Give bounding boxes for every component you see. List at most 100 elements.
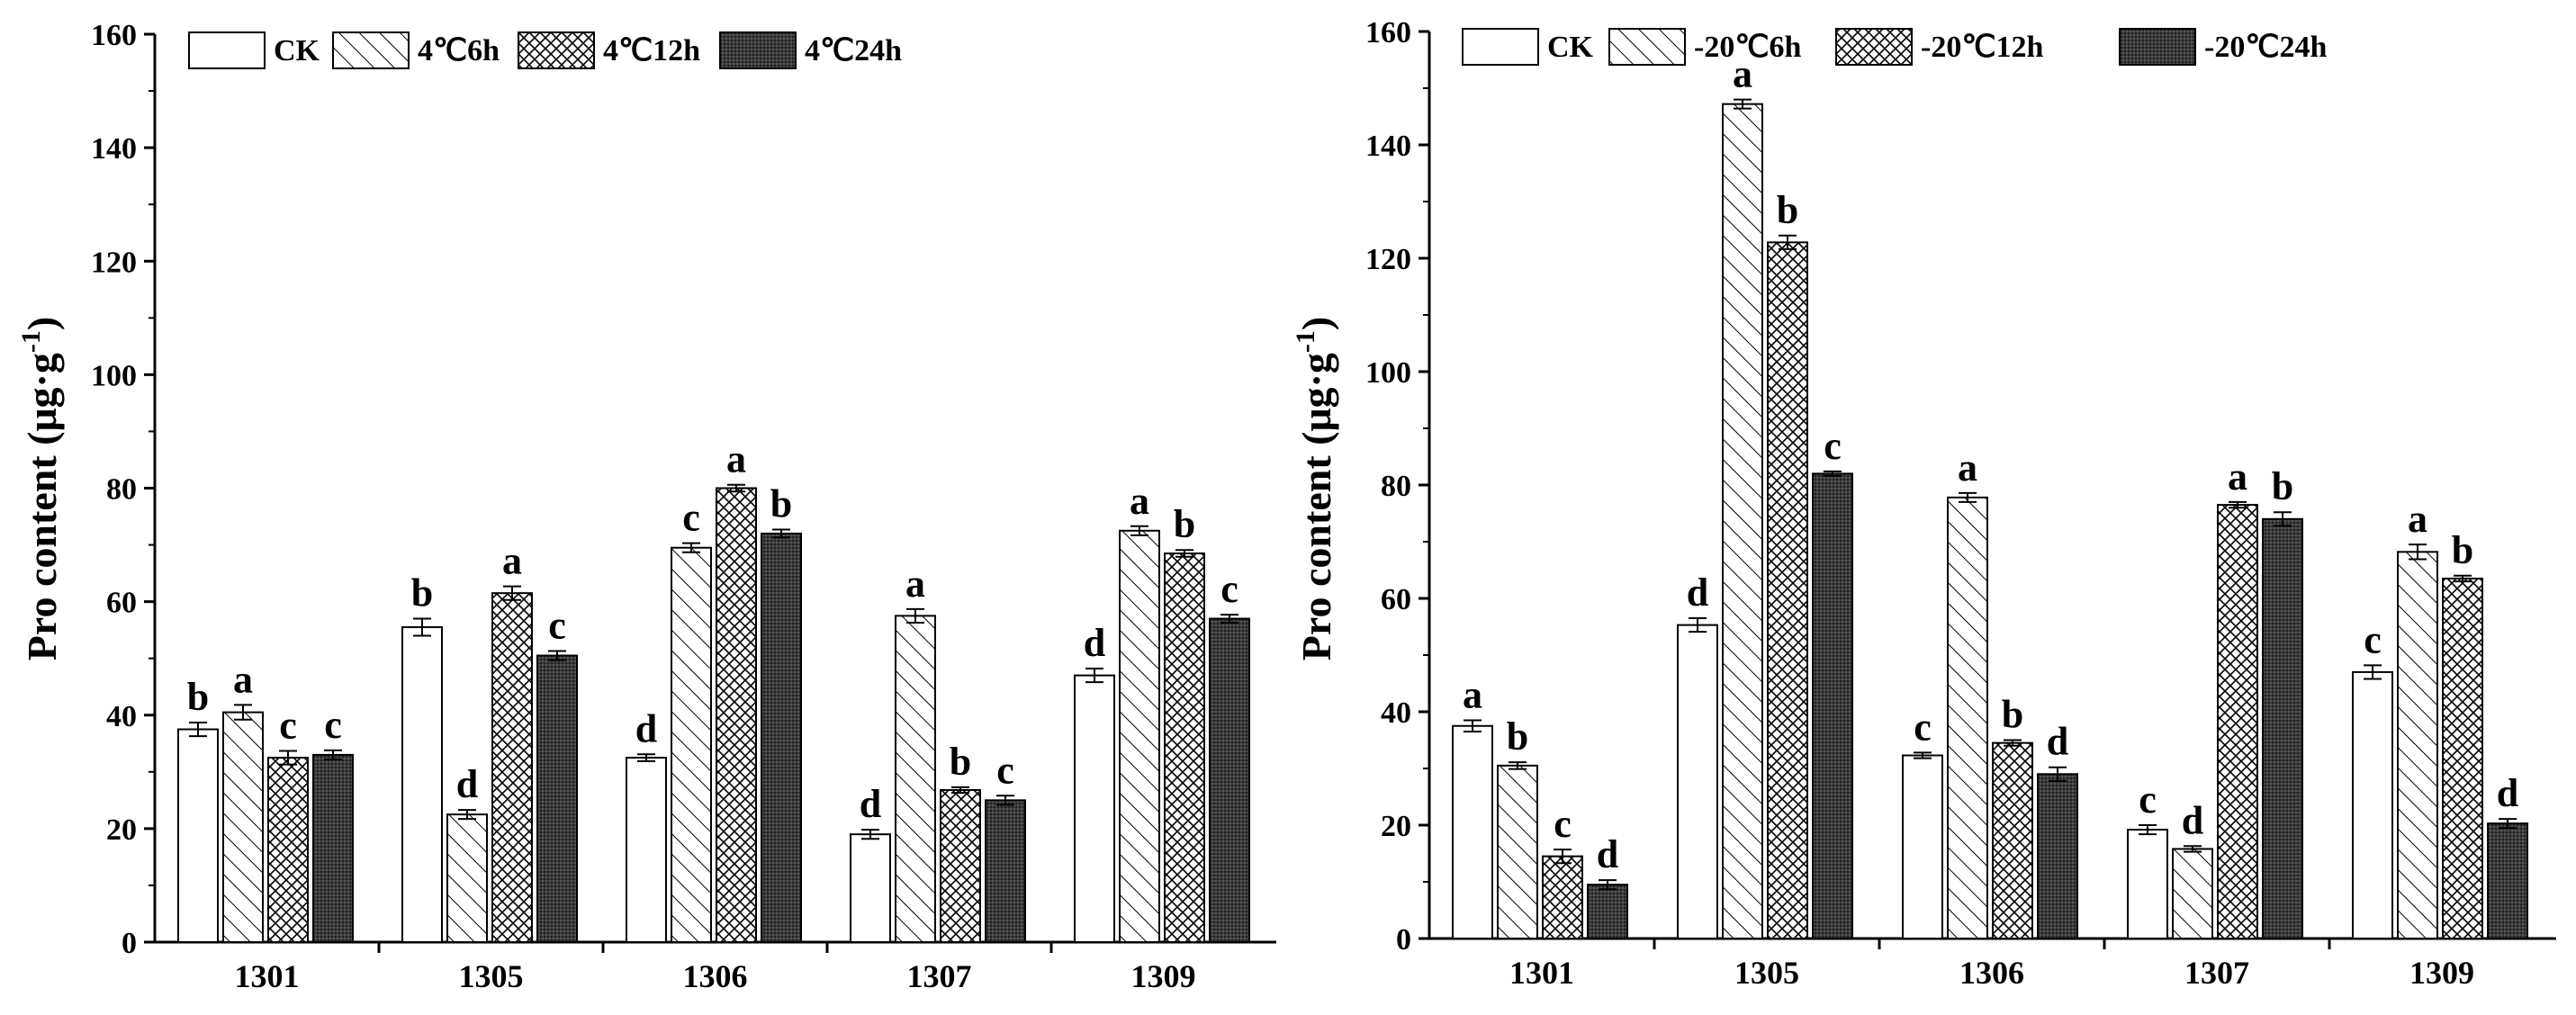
legend-label-0: CK <box>1547 31 1594 64</box>
bar-1305-1 <box>446 813 488 943</box>
bar-1305-0 <box>1677 624 1718 939</box>
bar-1307-0 <box>2127 829 2168 939</box>
bar-1305-1 <box>1722 103 1763 939</box>
bar-1306-3 <box>761 532 802 943</box>
bar-1306-3 <box>2037 773 2078 939</box>
x-tick-label-1306: 1306 <box>683 958 748 994</box>
y-tick-label: 120 <box>91 246 137 279</box>
significance-letter: c <box>1554 802 1572 846</box>
y-tick-label: 100 <box>91 359 137 392</box>
bar-1301-0 <box>1452 724 1493 939</box>
bar-1307-0 <box>850 833 891 944</box>
bar-1309-0 <box>1074 674 1115 943</box>
bar-1306-2 <box>716 487 757 943</box>
significance-letter: b <box>1777 188 1798 232</box>
y-tick-label: 160 <box>1365 16 1411 49</box>
significance-letter: b <box>187 675 209 719</box>
y-axis-title: Pro content (μg·g-1) <box>1291 317 1339 660</box>
y-axis-title: Pro content (μg·g-1) <box>16 317 65 660</box>
legend-swatch-2 <box>518 31 595 69</box>
significance-letter: d <box>1084 621 1105 665</box>
bar-1306-0 <box>626 757 667 943</box>
bar-1301-3 <box>1587 884 1628 940</box>
significance-letter: c <box>682 496 700 540</box>
significance-letter: c <box>996 748 1014 792</box>
legend-label-2: -20℃12h <box>1921 31 2044 64</box>
legend-swatch-3 <box>719 31 797 69</box>
bar-1309-0 <box>2352 670 2393 940</box>
bar-1309-2 <box>1164 552 1205 943</box>
right-panel-minus20c: 0 20 40 60 80 100 120 140 160 Pro content (μg·g-1… <box>1291 16 2556 991</box>
bar-1309-1 <box>2397 551 2438 940</box>
significance-letter: d <box>456 762 478 806</box>
significance-letter: a <box>2228 454 2247 499</box>
y-tick-label: 40 <box>1381 696 1411 730</box>
significance-letter: a <box>2408 497 2427 541</box>
significance-letter: b <box>2272 464 2293 508</box>
significance-letter: c <box>1220 567 1238 611</box>
y-tick-label: 60 <box>106 587 137 620</box>
x-tick-label-1305: 1305 <box>459 958 524 994</box>
significance-letter: a <box>1958 445 1977 490</box>
y-tick-label: 140 <box>91 132 137 166</box>
significance-letter: a <box>1463 672 1482 716</box>
bar-1305-3 <box>1812 472 1853 939</box>
significance-letter: c <box>2139 777 2157 822</box>
bar-1305-2 <box>491 592 533 944</box>
significance-letter: a <box>233 657 253 701</box>
bar-1305-2 <box>1767 241 1808 939</box>
y-tick-label: 60 <box>1381 583 1411 616</box>
bar-1306-1 <box>1947 496 1988 939</box>
bar-1305-3 <box>536 654 578 943</box>
x-tick-label-1305: 1305 <box>1734 955 1799 991</box>
y-tick-label: 80 <box>1381 470 1411 503</box>
significance-letter: b <box>411 571 433 615</box>
bar-1306-2 <box>1992 741 2033 940</box>
bar-1301-2 <box>1542 855 1583 940</box>
legend-swatch-0 <box>188 31 266 69</box>
significance-letter: b <box>1507 714 1528 759</box>
significance-letter: d <box>1687 570 1708 615</box>
bar-1301-2 <box>267 757 309 943</box>
legend-swatch-3 <box>2119 28 2196 66</box>
significance-letter: c <box>1914 705 1932 749</box>
y-tick-label: 120 <box>1365 243 1411 276</box>
legend-label-3: -20℃24h <box>2204 31 2328 64</box>
significance-letter: b <box>770 482 792 526</box>
legend-swatch-2 <box>1835 28 1913 66</box>
bar-1301-0 <box>177 728 219 943</box>
bar-1301-1 <box>1497 764 1538 939</box>
significance-letter: c <box>324 703 342 747</box>
significance-letter: a <box>905 561 925 606</box>
legend-swatch-1 <box>1608 28 1686 66</box>
y-tick-label: 140 <box>1365 130 1411 163</box>
bar-1309-3 <box>1209 617 1250 943</box>
bar-1306-0 <box>1902 754 1943 940</box>
significance-letter: c <box>279 703 297 747</box>
x-tick-label-1309: 1309 <box>2409 955 2474 991</box>
y-tick-label: 160 <box>91 19 137 52</box>
bar-1307-3 <box>985 799 1026 943</box>
significance-letter: a <box>726 437 746 481</box>
significance-letter: c <box>2364 617 2382 661</box>
bar-1309-2 <box>2442 577 2483 939</box>
x-tick-label-1307: 1307 <box>2184 955 2249 991</box>
y-tick-label: 100 <box>1365 356 1411 390</box>
bar-1309-3 <box>2487 822 2528 939</box>
legend-label-2: 4℃12h <box>603 34 700 67</box>
significance-letter: a <box>1130 479 1149 523</box>
legend-swatch-0 <box>1462 28 1539 66</box>
y-tick-label: 40 <box>106 700 137 733</box>
bar-1306-1 <box>671 546 712 943</box>
y-tick-label: 20 <box>1381 810 1411 843</box>
bar-1307-1 <box>895 615 936 943</box>
significance-letter: a <box>502 539 522 583</box>
bar-1305-0 <box>401 626 443 943</box>
bar-1307-2 <box>940 788 981 943</box>
significance-letter: d <box>635 706 657 750</box>
significance-letter: b <box>2452 528 2473 572</box>
significance-letter: b <box>950 740 971 784</box>
bar-1307-3 <box>2262 517 2303 939</box>
significance-letter: d <box>2047 720 2068 764</box>
